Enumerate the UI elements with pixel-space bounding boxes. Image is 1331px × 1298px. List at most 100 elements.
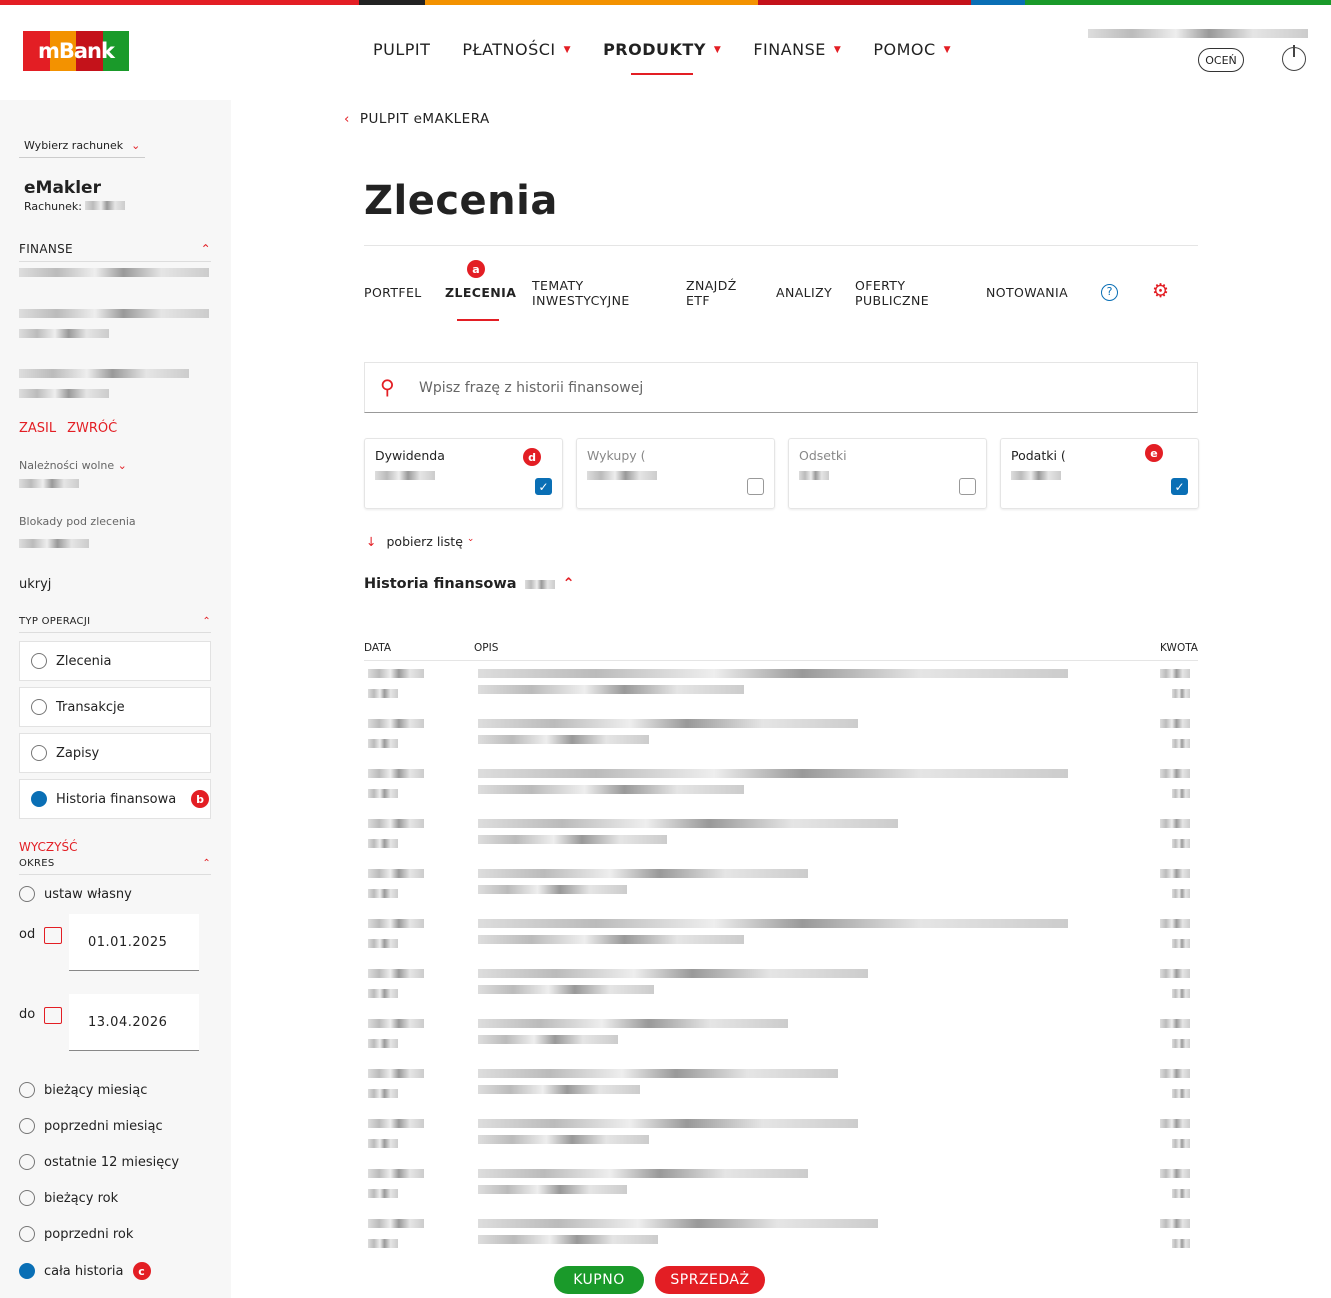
calendar-icon[interactable] [44,927,62,944]
table-row[interactable] [364,867,1198,917]
op-zlecenia[interactable]: Zlecenia [19,641,211,681]
redacted-date [368,1089,398,1098]
download-list[interactable]: ↓ pobierz listę ⌄ [366,534,474,549]
nav-produkty[interactable]: PRODUKTY ▼ [603,40,721,75]
brand-stripe [425,0,758,5]
period-option[interactable]: ostatnie 12 miesięcy [19,1154,179,1170]
history-header[interactable]: Historia finansowa ⌃ [364,576,575,592]
radio-icon [31,745,47,761]
op-zapisy[interactable]: Zapisy [19,733,211,773]
filter-label: Dywidenda [375,448,445,463]
checkbox-icon[interactable] [959,478,976,495]
section-label: TYP OPERACJI [19,616,91,627]
search-input[interactable]: ⚲ Wpisz frazę z historii finansowej [364,362,1198,413]
nav-label: PRODUKTY [603,40,706,59]
naleznosci[interactable]: Należności wolne ⌄ [19,459,127,472]
filter-dywidenda[interactable]: Dywidenda d ✓ [364,438,563,509]
radio-icon [19,1118,35,1134]
clear-link[interactable]: WYCZYŚĆ [19,840,78,854]
table-row[interactable] [364,717,1198,767]
tab-oferty[interactable]: OFERTY PUBLICZNE [855,278,930,308]
redacted-date [368,819,424,828]
redacted [19,329,109,338]
redacted-date [368,719,424,728]
redacted-date [368,1019,424,1028]
radio-selected-icon [19,1263,35,1279]
period-label: cała historia [44,1263,124,1279]
user-name-redacted [1088,29,1308,38]
filter-podatki[interactable]: Podatki (e ✓ [1000,438,1199,509]
period-option[interactable]: bieżący miesiąc [19,1082,147,1098]
gear-icon[interactable]: ⚙ [1152,280,1170,302]
nav-pomoc[interactable]: POMOC ▼ [873,40,951,59]
op-transakcje[interactable]: Transakcje [19,687,211,727]
tab-portfel[interactable]: PORTFEL [364,285,422,300]
sell-button[interactable]: SPRZEDAŻ [655,1266,765,1294]
nav-pulpit[interactable]: PULPIT [373,40,430,59]
table-row[interactable] [364,1017,1198,1067]
tab-etf[interactable]: ZNAJDŹ ETF [686,278,737,308]
redacted-description [478,669,1068,678]
filter-odsetki[interactable]: Odsetki [788,438,987,509]
breadcrumb[interactable]: ‹ PULPIT eMAKLERA [344,111,490,127]
account-select[interactable]: Wybierz rachunek ⌄ [19,139,146,158]
period-all-history[interactable]: cała historia c [19,1262,151,1280]
tab-tematy[interactable]: TEMATY INWESTYCYJNE [532,278,630,308]
calendar-icon[interactable] [44,1007,62,1024]
nav-finanse[interactable]: FINANSE ▼ [753,40,841,59]
filter-wykupy[interactable]: Wykupy ( [576,438,775,509]
redacted-description [478,719,858,728]
redacted-description [478,1135,649,1144]
section-typ-operacji[interactable]: TYP OPERACJI ⌃ [19,616,211,633]
checkbox-checked-icon[interactable]: ✓ [535,478,552,495]
hide-link[interactable]: ukryj [19,577,52,592]
op-historia-finansowa[interactable]: Historia finansowa b [19,779,211,819]
zwroc-link[interactable]: ZWRÓĆ [67,421,118,436]
section-okres[interactable]: OKRES ⌃ [19,858,211,875]
main-nav: PULPIT PŁATNOŚCI ▼ PRODUKTY ▼ FINANSE ▼ POM… [373,40,951,75]
radio-icon [19,1154,35,1170]
tab-notowania[interactable]: NOTOWANIA [986,285,1069,300]
rate-button[interactable]: OCEŃ [1198,48,1244,72]
period-option[interactable]: poprzedni miesiąc [19,1118,163,1134]
redacted [799,471,829,480]
table-row[interactable] [364,1217,1198,1267]
mbank-logo[interactable]: mBank [23,31,129,71]
table-row[interactable] [364,1117,1198,1167]
period-option[interactable]: bieżący rok [19,1190,118,1206]
nav-label: FINANSE [753,40,826,59]
redacted-description [478,935,744,944]
tab-zlecenia[interactable]: ZLECENIA [445,285,517,300]
redacted-description [478,1019,788,1028]
date-to-input[interactable]: 13.04.2026 [69,994,199,1051]
table-row[interactable] [364,1167,1198,1217]
table-row[interactable] [364,817,1198,867]
redacted-amount [1172,989,1190,998]
checkbox-checked-icon[interactable]: ✓ [1171,478,1188,495]
active-tab-underline [457,319,499,321]
nav-platnosci[interactable]: PŁATNOŚCI ▼ [462,40,571,59]
tab-analizy[interactable]: ANALIZY [776,285,833,300]
table-row[interactable] [364,1067,1198,1117]
redacted [85,201,126,210]
annotation-badge: d [523,448,541,466]
date-from-input[interactable]: 01.01.2025 [69,914,199,971]
section-finanse[interactable]: FINANSE ⌃ [19,242,211,262]
period-custom[interactable]: ustaw własny [19,886,132,902]
period-label: bieżący rok [44,1190,119,1206]
help-icon[interactable]: ? [1101,284,1118,301]
table-row[interactable] [364,767,1198,817]
checkbox-icon[interactable] [747,478,764,495]
table-row[interactable] [364,917,1198,967]
zasil-link[interactable]: ZASIL [19,421,57,436]
chevron-up-icon: ⌃ [202,858,211,869]
logout-power-icon[interactable] [1282,45,1306,71]
buy-button[interactable]: KUPNO [554,1266,644,1294]
period-option[interactable]: poprzedni rok [19,1226,133,1242]
redacted-description [478,1219,878,1228]
account-select-label: Wybierz rachunek [24,139,124,152]
redacted [587,471,657,480]
redacted-amount [1160,769,1190,778]
table-row[interactable] [364,967,1198,1017]
table-row[interactable] [364,667,1198,717]
